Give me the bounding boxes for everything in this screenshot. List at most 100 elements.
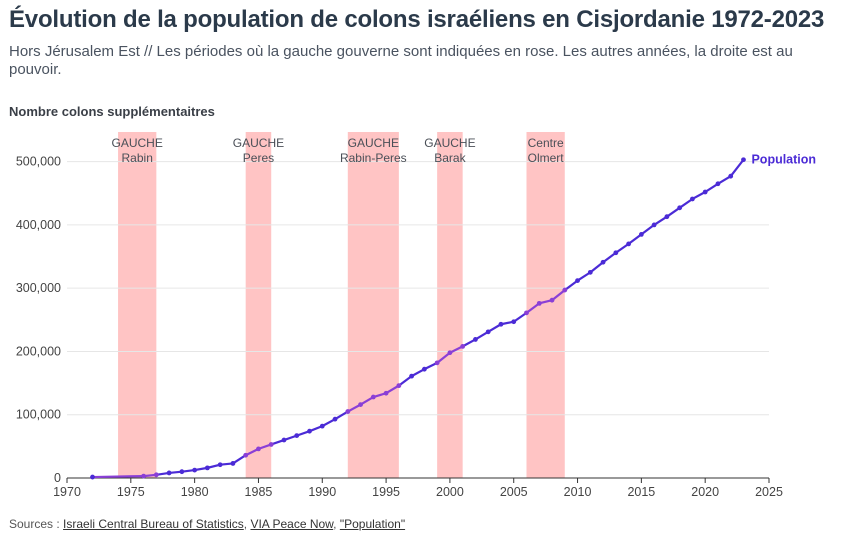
data-point [524, 310, 529, 316]
data-point [256, 446, 261, 452]
x-tick-label: 2020 [691, 485, 719, 499]
series-segment [678, 197, 694, 209]
series-segment [653, 215, 668, 227]
data-point [179, 469, 185, 475]
x-tick-label: 1980 [181, 485, 209, 499]
period-bands [118, 132, 565, 478]
data-point [281, 437, 287, 443]
data-point [409, 373, 415, 379]
series-segment [704, 182, 720, 194]
data-point [358, 402, 363, 408]
data-point [166, 470, 172, 476]
series-segment [474, 330, 490, 341]
series-segment [384, 384, 400, 395]
series-segment [563, 279, 579, 292]
sources-separator: , [243, 517, 251, 531]
period-labels: GAUCHERabinGAUCHEPeresGAUCHERabin-PeresG… [112, 136, 565, 165]
x-tick-label: 2010 [564, 485, 592, 499]
grid-lines [67, 161, 769, 416]
series-segment [346, 403, 362, 413]
data-point [715, 181, 721, 187]
data-point [562, 287, 568, 293]
page-subtitle: Hors Jérusalem Est // Les périodes où la… [9, 43, 793, 78]
data-point [575, 278, 580, 283]
period-band [347, 132, 399, 478]
data-point [205, 465, 210, 471]
series-segment [691, 190, 707, 201]
data-point [536, 300, 542, 306]
series-segment [359, 395, 375, 406]
data-point [587, 269, 593, 275]
period-label: GAUCHE [112, 136, 163, 150]
series-segment [461, 338, 477, 348]
sources-footer: Sources : Israeli Central Bureau of Stat… [9, 517, 405, 531]
series-segment [576, 271, 592, 282]
series-segment [550, 288, 566, 302]
data-point [677, 205, 683, 211]
data-point [498, 321, 504, 327]
data-point [613, 250, 619, 256]
series-segment [601, 251, 617, 264]
series-points [90, 157, 746, 480]
data-point [370, 394, 376, 400]
data-point [447, 350, 453, 356]
data-point [396, 383, 402, 389]
data-point [230, 461, 236, 466]
data-point [153, 472, 159, 478]
period-name: Peres [243, 151, 274, 165]
period-label: Centre [528, 136, 564, 150]
y-tick-label: 0 [54, 471, 61, 485]
data-point [638, 232, 644, 237]
series-segment [627, 233, 643, 245]
y-axis-label: Nombre colons supplémentaitres [9, 104, 215, 119]
series-segment [665, 206, 681, 218]
y-axis: 0 100,000 200,000 300,000 400,000 500,000 [16, 155, 61, 485]
page-title: Évolution de la population de colons isr… [9, 6, 825, 33]
series-segment [729, 158, 745, 178]
data-point [460, 343, 466, 349]
data-point [319, 423, 325, 429]
source-link-cbs[interactable]: Israeli Central Bureau of Statistics [63, 517, 244, 531]
data-point [651, 222, 657, 228]
period-band [118, 132, 157, 478]
series-segment [410, 368, 426, 378]
data-point [434, 360, 440, 366]
y-tick-label: 400,000 [16, 218, 61, 232]
series-segment [231, 454, 247, 465]
series-segment [487, 323, 503, 333]
x-tick-label: 1975 [117, 485, 145, 499]
data-point [690, 196, 695, 202]
series-labels: Population [751, 153, 816, 167]
y-tick-label: 500,000 [16, 155, 61, 169]
y-tick-label: 100,000 [16, 408, 61, 422]
x-tick-label: 2000 [436, 485, 464, 499]
series-segment [512, 311, 528, 323]
x-tick-label: 1990 [308, 485, 336, 499]
data-point [741, 157, 746, 163]
data-point [307, 428, 312, 434]
data-point [268, 442, 274, 447]
period-band [245, 132, 272, 478]
data-point [192, 467, 198, 473]
data-point [383, 390, 389, 396]
data-point [243, 452, 249, 458]
series-segment [91, 475, 145, 479]
period-label: GAUCHE [424, 136, 475, 150]
period-band [437, 132, 463, 478]
source-link-peace-now[interactable]: VIA Peace Now [250, 517, 334, 531]
sources-prefix: Sources : [9, 517, 64, 531]
x-tick-label: 1970 [53, 485, 81, 499]
y-tick-label: 300,000 [16, 281, 61, 295]
data-point [90, 474, 95, 480]
data-point [702, 189, 708, 195]
series-segment [525, 302, 541, 314]
data-point [294, 433, 300, 439]
series-segment [614, 242, 630, 254]
data-point [549, 297, 555, 303]
x-tick-label: 1995 [372, 485, 400, 499]
source-link-population[interactable]: "Population" [339, 517, 406, 531]
data-point [473, 337, 478, 342]
data-point [217, 462, 223, 468]
period-label: GAUCHE [348, 136, 399, 150]
